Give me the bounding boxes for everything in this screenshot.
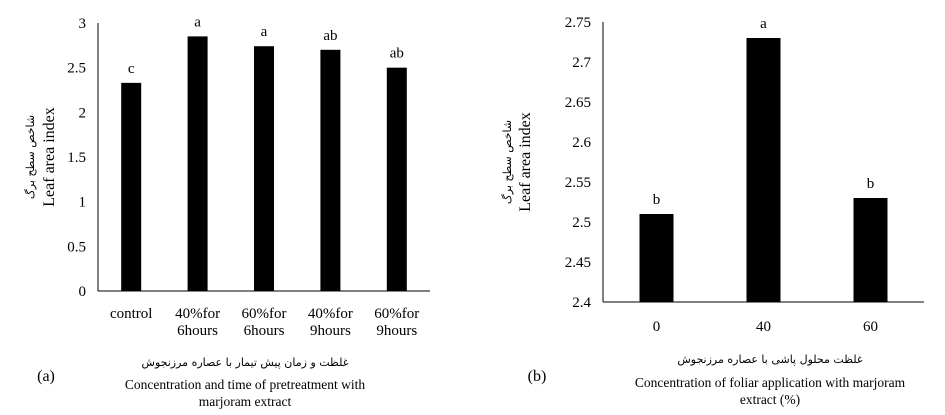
x-tick-label: 60%for xyxy=(242,306,287,322)
significance-label: b xyxy=(653,192,661,208)
bar xyxy=(320,49,341,291)
y-tick-label: 2.5 xyxy=(572,215,591,231)
x-axis-label: marjoram extract xyxy=(199,394,292,409)
x-tick-label: 60 xyxy=(863,319,878,335)
x-axis-label-persian: غلظت و زمان پیش تیمار با عصاره مرزنجوش xyxy=(142,356,349,369)
x-tick-label: 6hours xyxy=(177,323,218,339)
y-tick-label: 3 xyxy=(79,16,87,32)
x-axis-label: Concentration of foliar application with… xyxy=(635,375,906,390)
x-tick-label: 6hours xyxy=(244,323,285,339)
x-tick-label: control xyxy=(110,306,153,322)
y-tick-label: 0 xyxy=(79,284,87,300)
y-axis-label: Leaf area index xyxy=(41,107,58,206)
chart-panel-a: 00.511.522.53ccontrola40%for6hoursa60%fo… xyxy=(24,14,430,409)
bar xyxy=(639,214,674,302)
y-tick-label: 2.4 xyxy=(572,295,591,311)
x-tick-label: 60%for xyxy=(374,306,419,322)
panel-label: (a) xyxy=(37,368,55,385)
y-tick-label: 2 xyxy=(79,105,87,121)
y-axis-label-persian: شاخص سطح برگ xyxy=(24,115,37,199)
y-tick-label: 2.6 xyxy=(572,135,591,151)
chart-panel-b: 2.4 2.45 2.5 2.55 2.6 2.65 2.7 2.75 b 0 a 40 b 60 Leaf… xyxy=(501,15,924,407)
bar xyxy=(853,198,888,302)
y-axis-label-persian: شاخص سطح برگ xyxy=(501,120,514,204)
x-axis-label: Concentration and time of pretreatment w… xyxy=(125,377,366,392)
significance-label: a xyxy=(261,24,268,40)
bar xyxy=(254,46,274,291)
bar xyxy=(746,38,781,302)
y-axis-label: Leaf area index xyxy=(517,112,534,211)
y-tick-label: 2.65 xyxy=(565,95,591,111)
y-tick-label: 2.7 xyxy=(572,55,591,71)
y-tick-label: 2.75 xyxy=(565,15,591,31)
x-axis-label: extract (%) xyxy=(740,392,800,407)
bar xyxy=(386,67,407,292)
significance-label: c xyxy=(128,61,135,77)
y-tick-label: 2.5 xyxy=(67,61,86,77)
x-tick-label: 9hours xyxy=(310,323,351,339)
x-tick-label: 40 xyxy=(756,319,771,335)
bar xyxy=(187,36,208,292)
significance-label: a xyxy=(760,16,767,32)
significance-label: a xyxy=(194,14,201,30)
significance-label: ab xyxy=(323,28,337,44)
x-tick-label: 40%for xyxy=(175,306,220,322)
significance-label: b xyxy=(867,176,875,192)
x-tick-label: 40%for xyxy=(308,306,353,322)
y-tick-label: 1 xyxy=(79,195,87,211)
x-tick-label: 9hours xyxy=(376,323,417,339)
y-tick-label: 1.5 xyxy=(67,150,86,166)
y-tick-label: 2.55 xyxy=(565,175,591,191)
bar xyxy=(121,82,142,291)
x-tick-label: 0 xyxy=(653,319,661,335)
panel-label: (b) xyxy=(528,368,547,385)
significance-label: ab xyxy=(390,46,404,62)
y-tick-label: 0.5 xyxy=(67,239,86,255)
x-axis-label-persian: غلظت محلول پاشی با عصاره مرزنجوش xyxy=(677,353,863,366)
y-tick-label: 2.45 xyxy=(565,255,591,271)
